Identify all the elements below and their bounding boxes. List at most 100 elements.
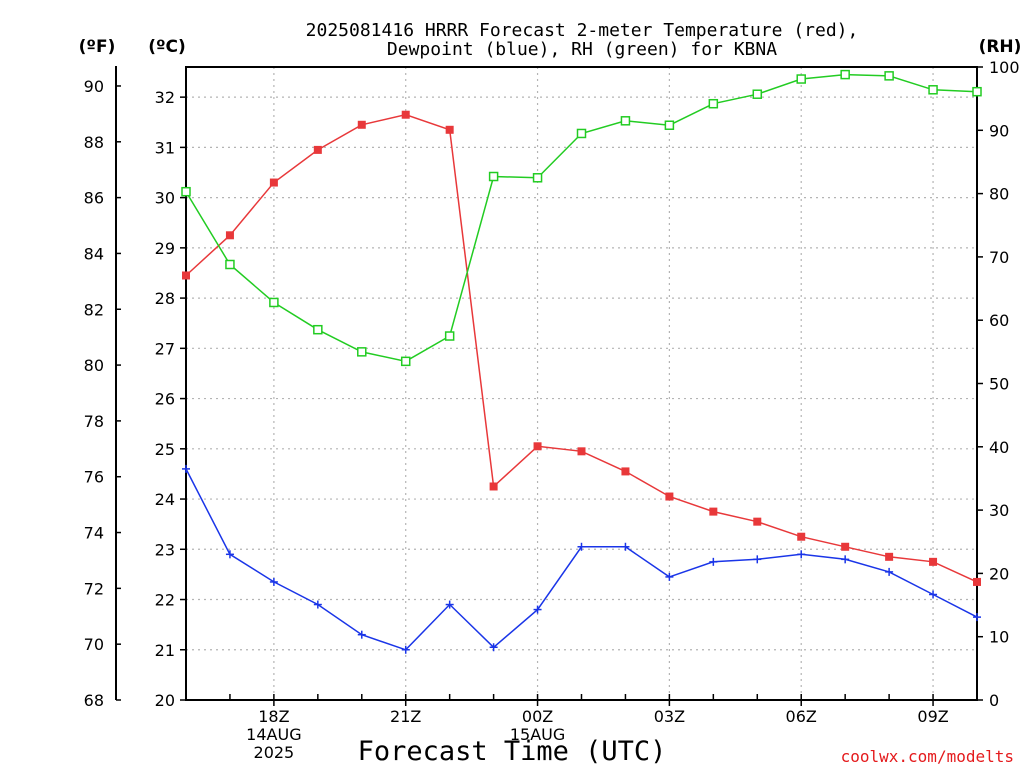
fahrenheit-tick-label: 84 xyxy=(84,244,104,263)
rh-tick-label: 10 xyxy=(989,628,1009,647)
data-point-open-square xyxy=(620,116,631,126)
data-point-square xyxy=(269,178,278,187)
rh-tick-label: 40 xyxy=(989,438,1009,457)
x-tick-label: 21Z xyxy=(390,707,421,726)
data-point-open-square xyxy=(840,69,850,80)
celsius-tick-label: 21 xyxy=(155,641,175,660)
data-point-open-square xyxy=(928,85,938,95)
data-point-open-square xyxy=(972,86,982,97)
rh-tick-label: 70 xyxy=(989,248,1009,267)
x-tick-label: 18Z xyxy=(258,707,289,726)
data-point-open-square xyxy=(269,297,279,308)
data-point-square xyxy=(357,120,366,129)
data-point-open-square xyxy=(181,186,191,197)
celsius-tick-label: 26 xyxy=(155,390,175,409)
rh-tick-label: 20 xyxy=(989,564,1009,583)
data-point-open-square xyxy=(576,128,587,139)
rh-tick-label: 0 xyxy=(989,691,999,710)
data-point-square xyxy=(753,517,762,526)
data-point-open-square xyxy=(488,171,499,182)
data-point-square xyxy=(929,557,938,566)
data-point-plus xyxy=(709,557,718,566)
fahrenheit-tick-label: 68 xyxy=(84,691,104,710)
data-point-plus xyxy=(665,572,674,581)
celsius-tick-label: 30 xyxy=(155,189,175,208)
data-point-square xyxy=(665,492,674,501)
celsius-tick-label: 25 xyxy=(155,440,175,459)
fahrenheit-tick-label: 78 xyxy=(84,412,104,431)
data-point-open-square xyxy=(664,120,675,130)
data-point-plus xyxy=(225,550,234,559)
data-point-square xyxy=(885,552,894,561)
data-point-plus xyxy=(973,613,981,622)
data-point-plus xyxy=(401,645,410,654)
chart-title-line2: Dewpoint (blue), RH (green) for KBNA xyxy=(387,39,777,60)
data-point-square xyxy=(313,145,322,154)
data-point-plus xyxy=(533,605,542,614)
data-point-plus xyxy=(929,590,938,599)
data-point-plus xyxy=(885,567,894,576)
fahrenheit-tick-label: 72 xyxy=(84,579,104,598)
x-tick-label: 14AUG xyxy=(246,725,301,744)
data-point-open-square xyxy=(444,331,455,341)
series-line xyxy=(185,468,978,651)
data-point-square xyxy=(709,507,718,516)
data-point-square xyxy=(577,447,586,456)
celsius-tick-label: 28 xyxy=(155,289,175,308)
data-point-plus xyxy=(621,542,630,551)
data-point-square xyxy=(489,482,498,491)
celsius-tick-label: 24 xyxy=(155,490,175,509)
celsius-unit-label: (ºC) xyxy=(148,37,186,57)
credit-text: coolwx.com/modelts xyxy=(841,747,1014,766)
series-1 xyxy=(182,110,981,586)
data-point-open-square xyxy=(708,98,719,109)
data-point-open-square xyxy=(884,71,894,81)
data-point-square xyxy=(797,532,806,541)
data-point-plus xyxy=(313,600,322,609)
x-tick-label: 03Z xyxy=(654,707,685,726)
x-tick-label: 15AUG xyxy=(510,725,565,744)
data-point-plus xyxy=(357,630,366,639)
data-point-open-square xyxy=(796,74,806,84)
rh-tick-label: 30 xyxy=(989,501,1009,520)
rh-tick-label: 100 xyxy=(989,58,1020,77)
fahrenheit-tick-label: 86 xyxy=(84,189,104,208)
celsius-tick-label: 20 xyxy=(155,691,175,710)
data-point-plus xyxy=(489,643,498,652)
fahrenheit-tick-label: 76 xyxy=(84,468,104,487)
x-tick-label: 09Z xyxy=(917,707,948,726)
celsius-tick-label: 27 xyxy=(155,339,175,358)
data-point-open-square xyxy=(532,173,543,183)
data-point-open-square xyxy=(400,356,411,367)
fahrenheit-tick-label: 70 xyxy=(84,635,104,654)
x-tick-label: 2025 xyxy=(254,743,295,762)
fahrenheit-unit-label: (ºF) xyxy=(79,37,116,57)
data-point-square xyxy=(225,231,234,240)
data-point-open-square xyxy=(357,347,367,357)
x-tick-label: 00Z xyxy=(522,707,553,726)
data-point-plus xyxy=(577,542,586,551)
data-point-square xyxy=(182,271,190,280)
celsius-tick-label: 31 xyxy=(155,138,175,157)
fahrenheit-tick-label: 74 xyxy=(84,524,104,543)
x-axis-title: Forecast Time (UTC) xyxy=(358,736,667,767)
data-point-square xyxy=(533,442,542,451)
celsius-tick-label: 29 xyxy=(155,239,175,258)
data-point-plus xyxy=(753,555,762,564)
data-point-square xyxy=(401,110,410,119)
series-2 xyxy=(182,464,981,654)
fahrenheit-tick-label: 88 xyxy=(84,133,104,152)
celsius-tick-label: 22 xyxy=(155,591,175,610)
data-point-square xyxy=(621,467,630,476)
data-point-square xyxy=(445,125,454,134)
rh-tick-label: 90 xyxy=(989,121,1009,140)
fahrenheit-tick-label: 90 xyxy=(84,77,104,96)
chart-title-line1: 2025081416 HRRR Forecast 2-meter Tempera… xyxy=(306,20,859,41)
data-point-plus xyxy=(445,600,454,609)
x-tick-label: 06Z xyxy=(786,707,817,726)
data-point-square xyxy=(841,542,850,551)
axes: 20 21 22 23 24 25 26 27 28 29 30 31 32 68 70 72 74 76 78 80… xyxy=(84,58,1020,762)
series-3 xyxy=(181,69,982,367)
celsius-tick-label: 23 xyxy=(155,540,175,559)
